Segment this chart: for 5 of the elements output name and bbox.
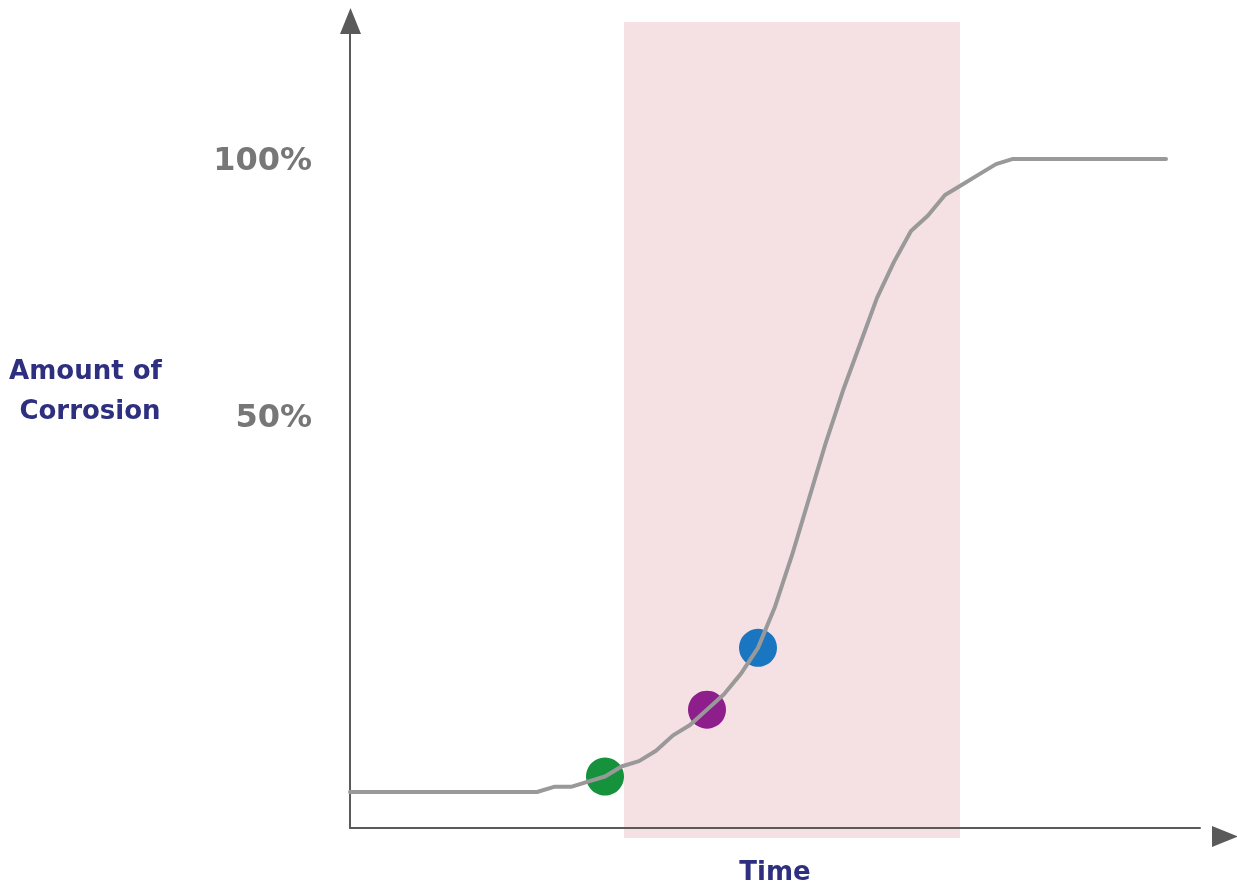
line-series <box>348 156 1168 794</box>
y-axis-title: Amount of Corrosion <box>9 355 171 425</box>
y-tick-label: 100% <box>213 139 312 178</box>
x-axis-title: Time <box>739 856 811 886</box>
y-tick-label: 50% <box>235 397 312 436</box>
